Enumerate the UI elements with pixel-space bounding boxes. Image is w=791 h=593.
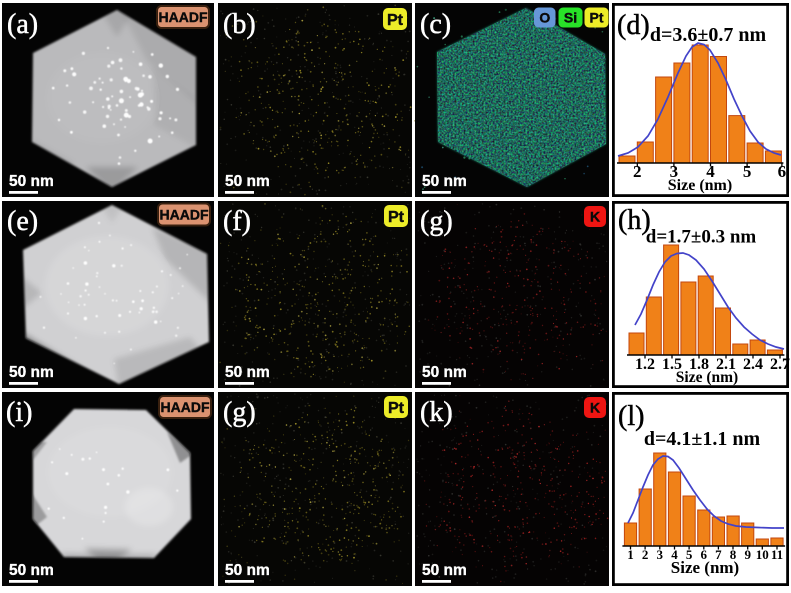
svg-text:8: 8: [730, 547, 737, 562]
svg-text:d=1.7±0.3 nm: d=1.7±0.3 nm: [646, 227, 757, 248]
svg-text:1: 1: [627, 547, 634, 562]
svg-text:HAADF: HAADF: [160, 207, 209, 223]
svg-text:2: 2: [642, 547, 649, 562]
svg-text:4: 4: [671, 547, 678, 562]
svg-text:(g): (g): [223, 397, 256, 428]
svg-text:6: 6: [701, 547, 708, 562]
svg-text:(e): (e): [7, 206, 38, 237]
svg-text:11: 11: [771, 547, 783, 562]
svg-text:50 nm: 50 nm: [9, 364, 54, 381]
svg-text:Pt: Pt: [388, 400, 405, 417]
svg-text:(c): (c): [420, 9, 451, 40]
svg-text:50 nm: 50 nm: [9, 562, 54, 579]
svg-text:1.8: 1.8: [689, 356, 709, 373]
svg-text:d=3.6±0.7 nm: d=3.6±0.7 nm: [650, 24, 767, 46]
svg-text:50 nm: 50 nm: [225, 562, 270, 579]
svg-text:9: 9: [744, 547, 751, 562]
svg-text:50 nm: 50 nm: [9, 173, 54, 190]
svg-text:7: 7: [715, 547, 722, 562]
svg-text:50 nm: 50 nm: [422, 173, 467, 190]
svg-text:2.4: 2.4: [743, 356, 763, 373]
svg-text:Pt: Pt: [388, 209, 405, 226]
svg-text:(g): (g): [420, 206, 453, 237]
svg-text:(b): (b): [223, 9, 256, 40]
svg-text:(d): (d): [617, 10, 650, 41]
svg-text:(i): (i): [6, 397, 32, 428]
svg-text:Pt: Pt: [590, 10, 604, 26]
svg-text:5: 5: [743, 162, 752, 181]
svg-text:1.5: 1.5: [662, 356, 682, 373]
svg-text:2: 2: [633, 162, 642, 181]
svg-text:Size (nm): Size (nm): [671, 558, 739, 577]
svg-text:3: 3: [670, 162, 679, 181]
svg-text:(l): (l): [618, 401, 644, 432]
svg-text:(k): (k): [420, 397, 453, 428]
svg-text:Size (nm): Size (nm): [676, 369, 738, 386]
svg-text:Si: Si: [564, 10, 577, 26]
svg-text:Pt: Pt: [387, 12, 404, 29]
svg-text:3: 3: [657, 547, 664, 562]
svg-text:Size (nm): Size (nm): [668, 177, 732, 194]
svg-text:HAADF: HAADF: [159, 9, 208, 25]
svg-text:O: O: [539, 10, 550, 26]
svg-text:K: K: [590, 209, 600, 225]
svg-text:6: 6: [778, 162, 787, 181]
svg-text:(h): (h): [618, 205, 651, 236]
svg-text:50 nm: 50 nm: [422, 562, 467, 579]
svg-text:HAADF: HAADF: [161, 399, 210, 415]
svg-text:50 nm: 50 nm: [225, 364, 270, 381]
svg-text:(a): (a): [7, 9, 38, 40]
svg-text:5: 5: [686, 547, 693, 562]
svg-text:2.1: 2.1: [716, 356, 736, 373]
svg-text:4: 4: [706, 162, 715, 181]
svg-text:2.7: 2.7: [770, 356, 790, 373]
svg-text:10: 10: [756, 547, 769, 562]
svg-text:1.2: 1.2: [635, 356, 655, 373]
svg-text:(f): (f): [223, 206, 251, 237]
svg-text:d=4.1±1.1 nm: d=4.1±1.1 nm: [644, 428, 761, 450]
svg-text:50 nm: 50 nm: [225, 173, 270, 190]
svg-text:K: K: [590, 400, 600, 416]
svg-text:50 nm: 50 nm: [422, 364, 467, 381]
